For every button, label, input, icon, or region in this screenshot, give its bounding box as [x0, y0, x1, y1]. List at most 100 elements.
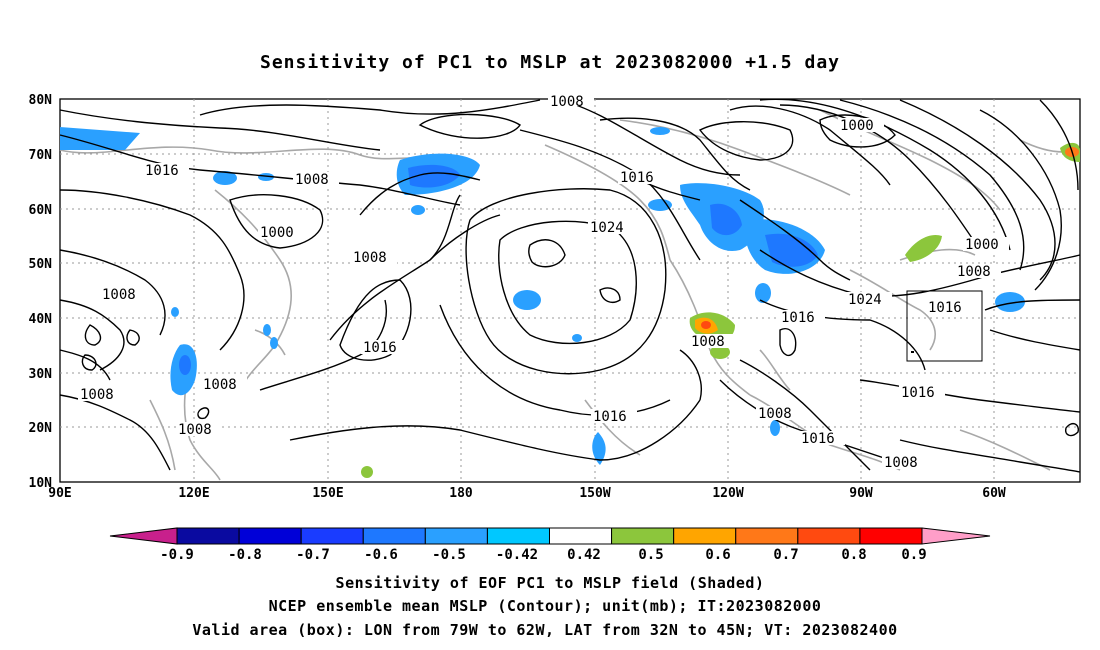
lat-tick-label: 10N	[29, 476, 53, 491]
contour-label: 1016	[620, 170, 654, 186]
lon-tick-label: 120E	[178, 486, 209, 501]
figure-title: Sensitivity of PC1 to MSLP at 2023082000…	[260, 52, 840, 73]
shade-region-7-core	[765, 233, 818, 267]
colorbar-label: 0.8	[841, 547, 866, 563]
contour-label: 1016	[145, 163, 179, 179]
shade-region-21	[710, 345, 730, 359]
colorbar-label: -0.7	[296, 547, 330, 563]
colorbar-label: -0.6	[364, 547, 398, 563]
colorbar-cell	[673, 527, 737, 545]
shade-region-15	[263, 324, 271, 336]
colorbar-label: -0.42	[496, 547, 538, 563]
colorbar-label: 0.7	[773, 547, 798, 563]
contour-label: 1016	[593, 409, 627, 425]
contour-label: 1016	[928, 300, 962, 316]
shade-region-24	[361, 466, 373, 478]
caption-line-2: NCEP ensemble mean MSLP (Contour); unit(…	[269, 597, 822, 615]
lat-tick-label: 60N	[29, 203, 53, 218]
colorbar-cell	[797, 527, 861, 545]
colorbar-cell	[611, 527, 675, 545]
shade-region-1	[60, 127, 140, 150]
shade-region-17	[171, 307, 179, 317]
colorbar-cell	[176, 527, 240, 545]
contour-label: 1008	[178, 422, 212, 438]
shade-region-6-core	[710, 203, 742, 236]
lon-tick-label: 90E	[48, 486, 71, 501]
colorbar-cell	[859, 527, 923, 545]
contour-label: 1008	[550, 94, 584, 110]
contour-label: 1008	[691, 334, 725, 350]
shade-region-2-core	[408, 164, 460, 188]
shade-region-19	[770, 420, 780, 436]
lon-tick-label: 180	[449, 486, 473, 501]
colorbar-cell	[300, 527, 364, 545]
lat-axis-labels: 80N 70N 60N 50N 40N 30N 20N 10N	[29, 93, 53, 491]
shade-region-20-core	[701, 321, 711, 329]
contour-label: 1008	[884, 455, 918, 471]
contour-labels: 1008 1000 1016 1008 1000 1008 1008 1008 …	[80, 94, 999, 471]
shade-region-8	[650, 127, 670, 135]
contour-label: 1000	[260, 225, 294, 241]
lat-tick-label: 20N	[29, 421, 53, 436]
colorbar-cell	[549, 527, 613, 545]
shade-region-13	[995, 292, 1025, 312]
caption-line-1: Sensitivity of EOF PC1 to MSLP field (Sh…	[336, 574, 765, 592]
shade-region-12	[572, 334, 582, 342]
colorbar-cells	[176, 527, 923, 545]
lat-tick-label: 40N	[29, 312, 53, 327]
colorbar-label: -0.5	[432, 547, 466, 563]
colorbar-label: 0.6	[705, 547, 730, 563]
point-marker	[911, 351, 914, 353]
shade-region-3	[213, 171, 237, 185]
colorbar-right-triangle	[921, 527, 991, 545]
lon-tick-label: 90W	[849, 486, 873, 501]
shade-region-10	[755, 283, 771, 303]
contour-label: 1000	[840, 118, 874, 134]
colorbar-cell	[486, 527, 551, 545]
lon-axis-labels: 90E 120E 150E 180 150W 120W 90W 60W	[48, 486, 1006, 501]
contour-label: 1008	[80, 387, 114, 403]
colorbar-labels: -0.9 -0.8 -0.7 -0.6 -0.5 -0.42 0.42 0.5 …	[160, 547, 927, 563]
colorbar-label: -0.9	[160, 547, 194, 563]
map-panel: 1008 1000 1016 1008 1000 1008 1008 1008 …	[59, 94, 1081, 483]
shade-region-5	[411, 205, 425, 215]
contour-label: 1016	[901, 385, 935, 401]
contour-label: 1000	[965, 237, 999, 253]
contour-label: 1016	[363, 340, 397, 356]
contour-label: 1008	[957, 264, 991, 280]
colorbar-label: 0.42	[567, 547, 601, 563]
lon-tick-label: 60W	[982, 486, 1006, 501]
contour-label: 1008	[102, 287, 136, 303]
contour-label: 1016	[781, 310, 815, 326]
contour-label: 1008	[295, 172, 329, 188]
valid-area-box	[906, 290, 983, 362]
contour-label: 1008	[353, 250, 387, 266]
colorbar-cell	[238, 527, 302, 545]
lat-tick-label: 70N	[29, 148, 53, 163]
shade-region-11	[513, 290, 541, 310]
shade-region-4	[258, 173, 274, 181]
colorbar-label: 0.5	[638, 547, 663, 563]
contour-lines	[59, 98, 1081, 473]
contour-label: 1008	[758, 406, 792, 422]
lat-tick-label: 30N	[29, 367, 53, 382]
lon-tick-label: 150E	[312, 486, 343, 501]
shade-region-18	[592, 432, 606, 465]
caption-line-3: Valid area (box): LON from 79W to 62W, L…	[192, 621, 897, 639]
shade-region-14-core	[179, 355, 191, 375]
colorbar-left-triangle	[109, 527, 178, 545]
colorbar-cell	[735, 527, 799, 545]
lat-tick-label: 50N	[29, 257, 53, 272]
colorbar-label: 0.9	[901, 547, 926, 563]
contour-label: 1024	[590, 220, 624, 236]
captions: Sensitivity of EOF PC1 to MSLP field (Sh…	[192, 574, 897, 639]
contour-label: 1024	[848, 292, 882, 308]
contour-label: 1016	[801, 431, 835, 447]
shade-region-16	[270, 337, 278, 349]
contour-label: 1008	[203, 377, 237, 393]
shade-region-9	[648, 199, 672, 211]
colorbar-label: -0.8	[228, 547, 262, 563]
colorbar-cell	[424, 527, 488, 545]
colorbar	[109, 527, 991, 545]
